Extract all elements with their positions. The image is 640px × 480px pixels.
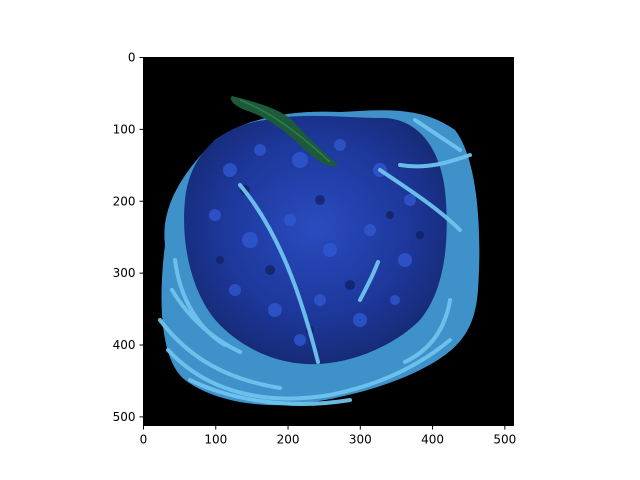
noodle-strands — [158, 118, 472, 406]
x-tick-label: 300 — [349, 433, 372, 447]
y-tick-label: 300 — [113, 266, 136, 280]
sauce-mound — [184, 115, 447, 365]
axes-frame — [143, 57, 514, 426]
x-tick-label: 200 — [277, 433, 300, 447]
y-tick-label: 500 — [113, 410, 136, 424]
x-tick-label: 400 — [421, 433, 444, 447]
y-tick-label: 200 — [113, 194, 136, 208]
x-tick-label: 500 — [493, 433, 516, 447]
y-tick-label: 100 — [113, 122, 136, 136]
x-tick-label: 0 — [140, 433, 148, 447]
y-tick-label: 400 — [113, 338, 136, 352]
x-tick-label: 100 — [204, 433, 227, 447]
sauce-texture — [209, 139, 416, 346]
food-image — [158, 96, 480, 406]
x-axis: 0 100 200 300 400 500 — [140, 425, 516, 447]
y-axis: 0 100 200 300 400 500 — [113, 51, 144, 424]
herb-sprig — [230, 96, 338, 167]
y-tick-label: 0 — [128, 51, 136, 65]
plot-area — [143, 57, 514, 426]
